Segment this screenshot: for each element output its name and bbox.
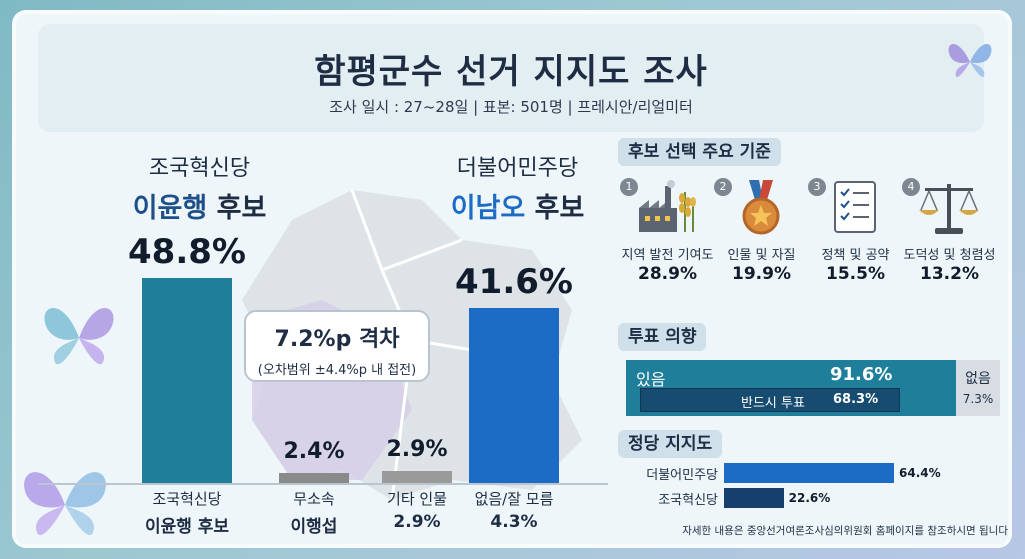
- bar-value-label: 2.4%: [283, 438, 345, 464]
- candidate-a-header: 조국혁신당 이윤행 후보: [112, 150, 287, 225]
- candidate-b-header: 더불어민주당 이남오 후보: [430, 150, 605, 225]
- support-bar: [142, 278, 232, 483]
- butterfly-icon: [948, 44, 992, 77]
- criterion-label: 정책 및 공약: [821, 248, 890, 263]
- party-name: 조국혁신당: [658, 493, 718, 508]
- candidate-b-party: 더불어민주당: [456, 156, 579, 181]
- candidate-a-party: 조국혁신당: [148, 156, 251, 181]
- criterion-value: 19.9%: [732, 264, 791, 284]
- checklist-icon: [834, 181, 876, 233]
- criterion-value: 13.2%: [920, 264, 979, 284]
- candidate-b-name-suffix: 후보: [525, 193, 585, 224]
- criterion-number: 3: [808, 178, 826, 196]
- criterion-value: 28.9%: [638, 264, 697, 284]
- criterion-number: 2: [714, 178, 732, 196]
- bar-value-label: 41.6%: [455, 262, 573, 303]
- criterion-label: 인물 및 자질: [727, 248, 796, 263]
- footnote: 자세한 내용은 중앙선거여론조사심의위원회 홈페이지를 참조하시면 됩니다: [682, 525, 1008, 537]
- vote-intent-title: 투표 의향: [618, 323, 707, 351]
- candidate-a-name: 이윤행 후보: [112, 186, 287, 225]
- category-line2: 2.9%: [393, 512, 441, 532]
- gap-note: (오차범위 ±4.4%p 내 접전): [257, 363, 417, 378]
- vote-no-bar: 없음 7.3%: [956, 360, 1000, 416]
- vote-no-value: 7.3%: [962, 392, 994, 406]
- party-name: 더불어민주당: [646, 468, 718, 483]
- gap-value: 7.2%p 격차: [274, 327, 400, 352]
- scales-icon: [919, 184, 979, 234]
- category-line2: 이행섭: [290, 517, 338, 537]
- vote-must-value: 68.3%: [833, 392, 879, 407]
- support-bar: [469, 308, 559, 483]
- party-bar: [724, 488, 784, 508]
- candidate-b-name: 이남오 후보: [430, 186, 605, 225]
- page-title: 함평군수 선거 지지도 조사: [314, 52, 708, 92]
- category-line1: 무소속: [293, 490, 335, 508]
- category-line2: 이윤행 후보: [144, 517, 230, 537]
- criterion-number: 4: [902, 178, 920, 196]
- criterion-number: 1: [620, 178, 638, 196]
- bar-category-label: 기타 인물 2.9%: [352, 488, 482, 532]
- vote-yes-value: 91.6%: [830, 364, 893, 385]
- vote-must-bar: 반드시 투표 68.3%: [640, 388, 900, 412]
- bar-value-label: 48.8%: [128, 232, 246, 273]
- infographic-frame: 함평군수 선거 지지도 조사 조사 일시 : 27~28일 | 표본: 501명…: [12, 10, 1012, 548]
- candidate-a-name-suffix: 후보: [207, 193, 267, 224]
- criterion-label: 도덕성 및 청렴성: [903, 248, 996, 263]
- bar-value-label: 2.9%: [386, 436, 448, 462]
- category-line1: 조국혁신당: [152, 490, 222, 508]
- support-bar: [279, 472, 349, 483]
- vote-no-label: 없음: [965, 371, 991, 387]
- bar-category-label: 없음/잘 모름 4.3%: [449, 488, 579, 532]
- survey-info: 조사 일시 : 27~28일 | 표본: 501명 | 프레시안/리얼미터: [329, 98, 693, 116]
- party-value: 22.6%: [788, 491, 831, 505]
- support-bar: [382, 470, 452, 483]
- butterfly-icon: [24, 472, 106, 536]
- party-support-title: 정당 지지도: [618, 430, 723, 458]
- vote-yes-label: 있음: [636, 370, 666, 389]
- criterion-label: 지역 발전 기여도: [621, 248, 714, 263]
- candidate-a-name-highlight: 이윤행: [132, 193, 208, 224]
- header-panel: 함평군수 선거 지지도 조사 조사 일시 : 27~28일 | 표본: 501명…: [38, 24, 984, 132]
- candidate-b-name-highlight: 이남오: [450, 193, 526, 224]
- criterion-value: 15.5%: [826, 264, 885, 284]
- factory-wheat-icon: [639, 180, 696, 232]
- category-line1: 기타 인물: [387, 490, 447, 508]
- chart-baseline: [38, 483, 608, 485]
- category-line1: 없음/잘 모름: [474, 490, 554, 508]
- criteria-title: 후보 선택 주요 기준: [618, 138, 781, 166]
- party-value: 64.4%: [899, 466, 941, 480]
- butterfly-icon: [44, 307, 114, 365]
- gap-callout: 7.2%p 격차 (오차범위 ±4.4%p 내 접전): [244, 310, 430, 382]
- party-bar: [724, 463, 894, 483]
- medal-icon: [742, 180, 780, 235]
- vote-must-label: 반드시 투표: [741, 396, 805, 411]
- category-line2: 4.3%: [490, 512, 538, 532]
